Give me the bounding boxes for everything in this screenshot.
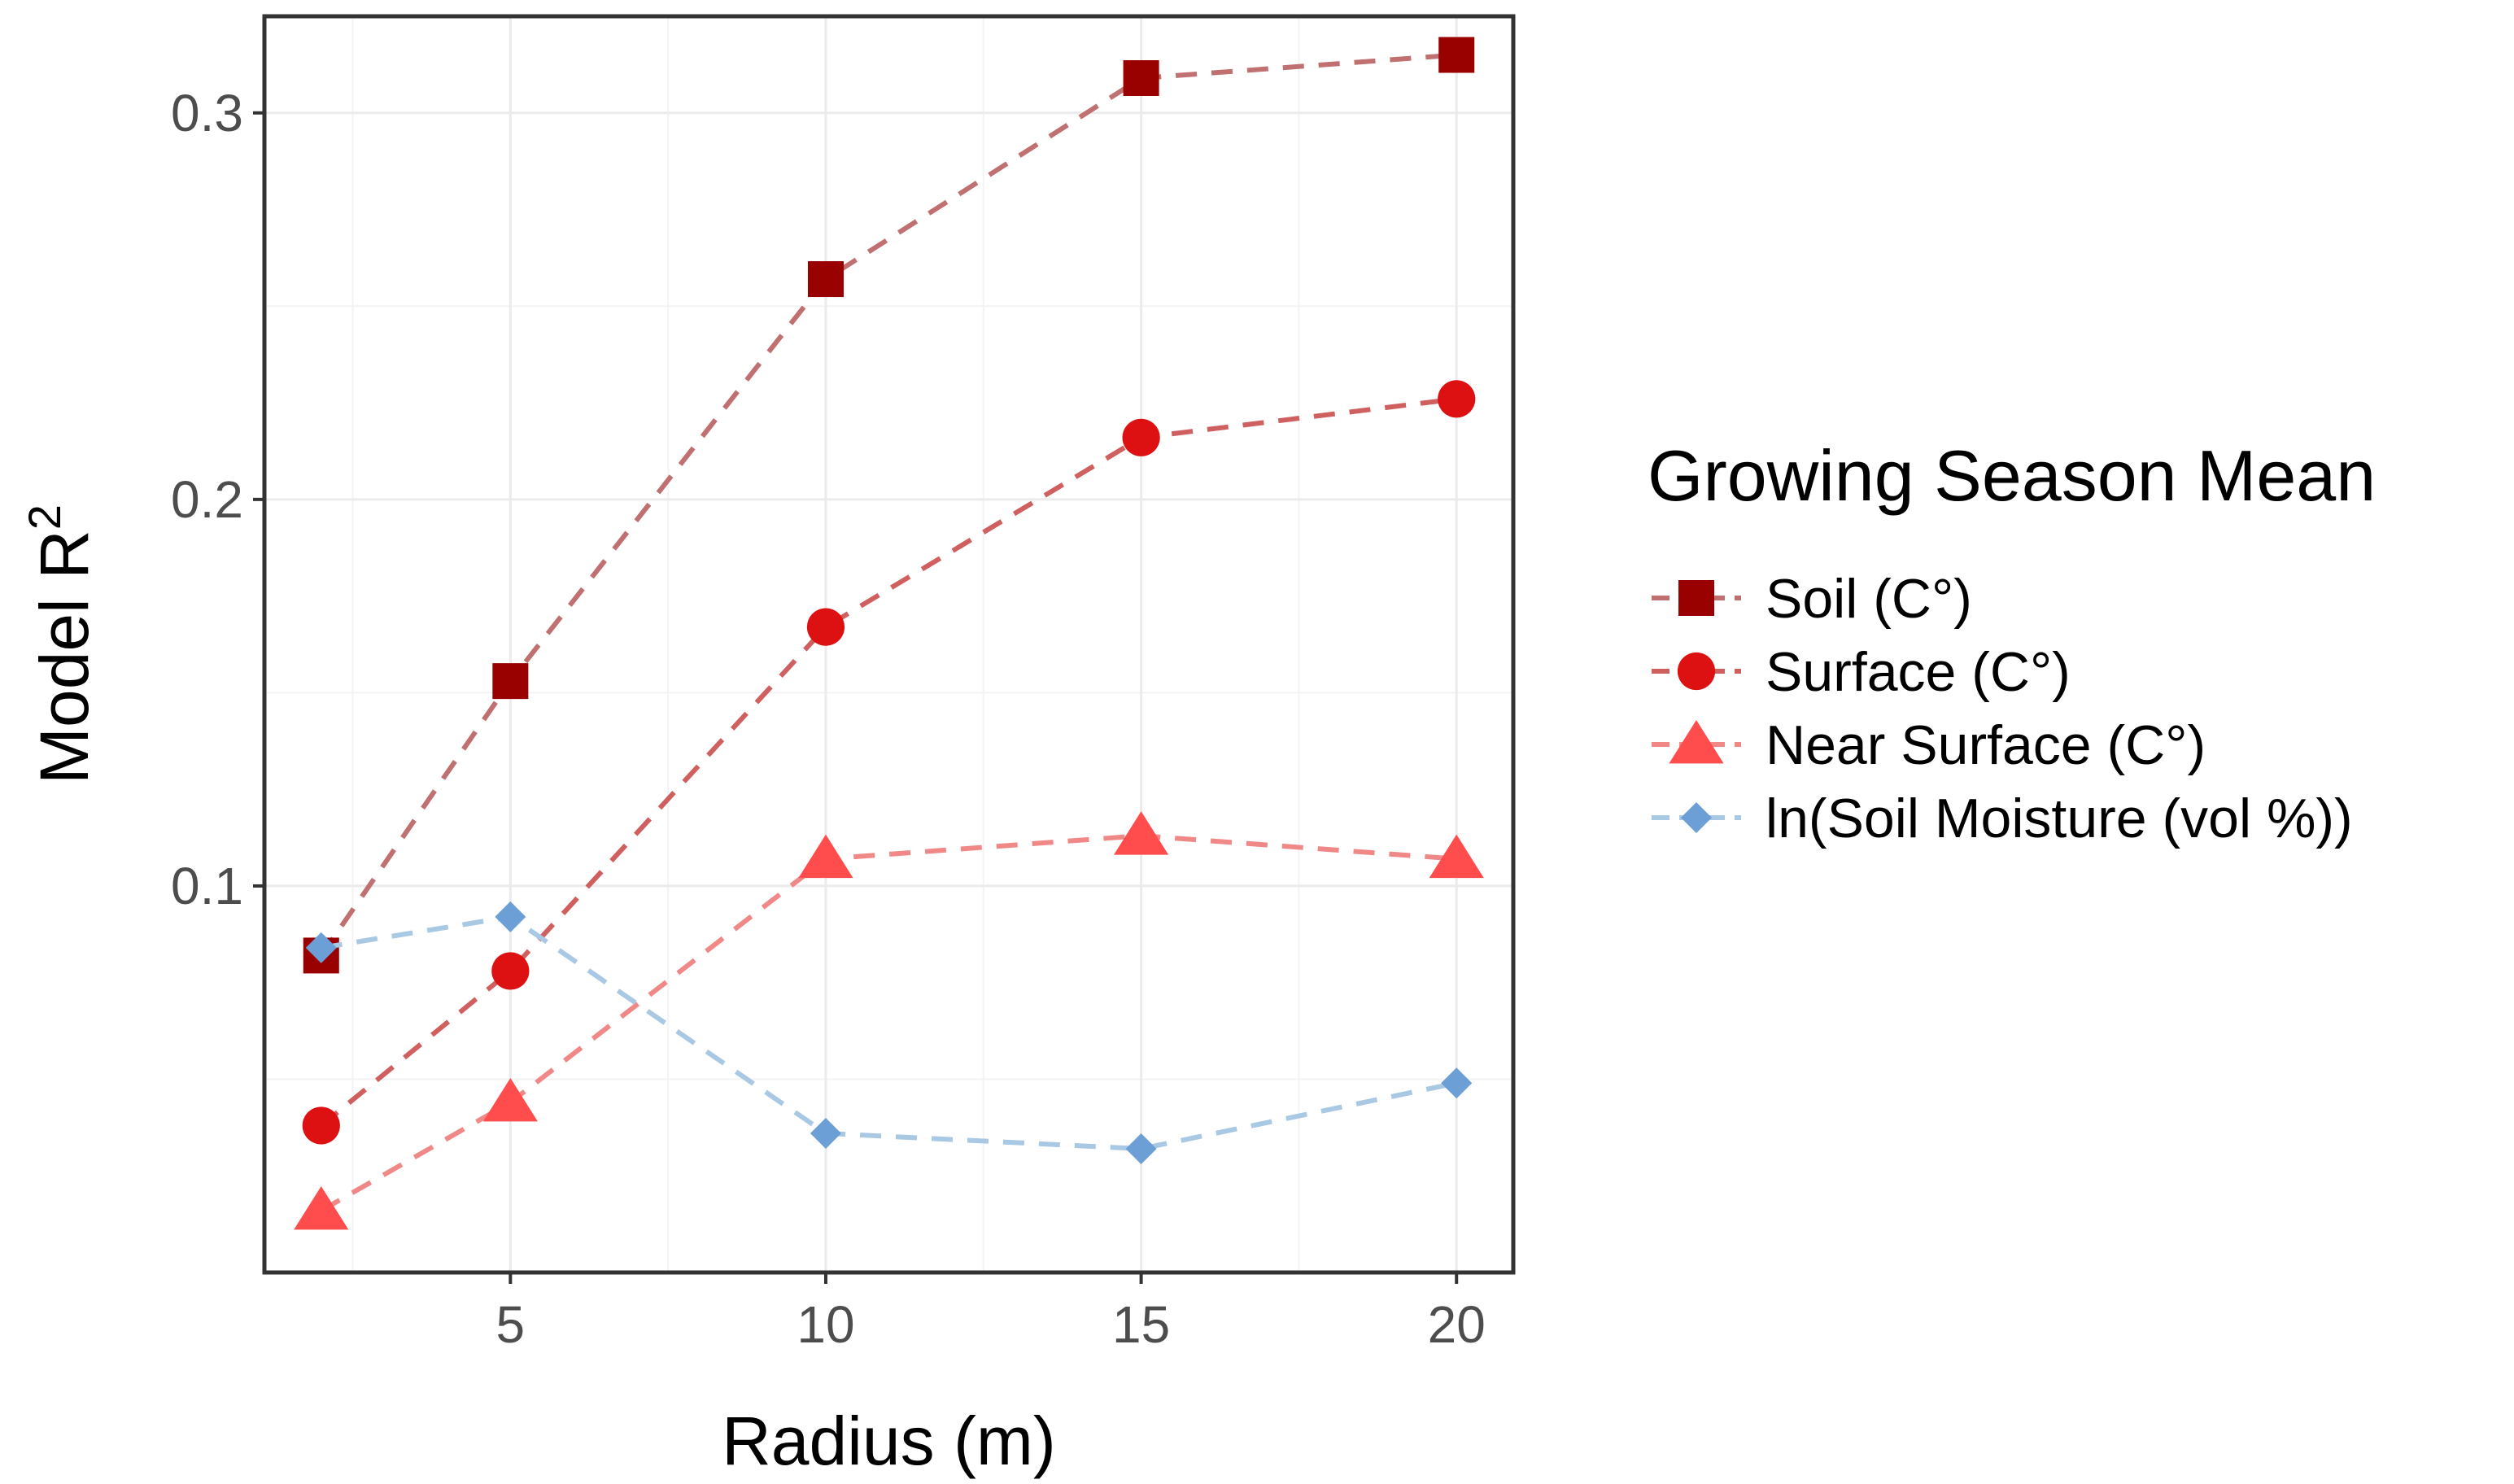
data-point <box>1126 1133 1157 1164</box>
legend: Growing Season Mean Soil (C°) Surface (C°… <box>1648 435 2376 849</box>
plot-panel-border <box>264 16 1513 1272</box>
data-point <box>1441 1067 1472 1098</box>
series-diamond <box>306 901 1472 1164</box>
data-point <box>1123 419 1160 456</box>
legend-label: Surface (C°) <box>1765 641 2071 703</box>
data-point <box>798 835 853 878</box>
legend-item: Surface (C°) <box>1652 641 2071 703</box>
legend-item: Near Surface (C°) <box>1652 714 2206 776</box>
legend-item: Soil (C°) <box>1652 568 1972 630</box>
data-point <box>807 609 845 646</box>
legend-key-marker <box>1669 720 1723 763</box>
series-line <box>321 399 1456 1125</box>
legend-item: ln(Soil Moisture (vol %)) <box>1652 788 2353 849</box>
data-point <box>1114 811 1168 854</box>
y-tick-label: 0.1 <box>171 857 243 915</box>
legend-label: Soil (C°) <box>1765 568 1972 630</box>
series-line <box>321 836 1456 1211</box>
series-triangle <box>294 811 1484 1229</box>
y-tick-label: 0.3 <box>171 84 243 142</box>
x-tick-label: 5 <box>496 1295 526 1354</box>
y-axis-title-superscript: 2 <box>19 504 70 530</box>
data-point <box>495 901 526 932</box>
grid <box>264 16 1513 1272</box>
data-point <box>810 1118 841 1149</box>
legend-label: ln(Soil Moisture (vol %)) <box>1765 788 2353 849</box>
legend-title: Growing Season Mean <box>1648 435 2376 516</box>
data-point <box>808 261 844 297</box>
data-point <box>1438 380 1475 417</box>
data-point <box>294 1186 348 1229</box>
legend-key-marker <box>1678 653 1715 690</box>
series-line <box>321 55 1456 956</box>
data-point <box>483 1078 538 1121</box>
y-axis-title-text: Model R <box>26 530 103 784</box>
data-point <box>491 952 529 989</box>
legend-label: Near Surface (C°) <box>1765 714 2206 776</box>
data-point <box>303 1106 340 1144</box>
data-point <box>492 663 528 699</box>
data-point <box>1124 60 1159 96</box>
series-layer <box>294 37 1484 1230</box>
x-tick-label: 10 <box>797 1295 854 1354</box>
y-tick-label: 0.2 <box>171 470 243 529</box>
legend-key-marker <box>1681 802 1712 833</box>
x-tick-label: 20 <box>1428 1295 1486 1354</box>
legend-key-marker <box>1678 580 1714 616</box>
y-axis-title: Model R2 <box>19 504 103 784</box>
x-axis-title: Radius (m) <box>722 1403 1056 1479</box>
data-point <box>1438 37 1474 73</box>
x-tick-label: 15 <box>1112 1295 1170 1354</box>
